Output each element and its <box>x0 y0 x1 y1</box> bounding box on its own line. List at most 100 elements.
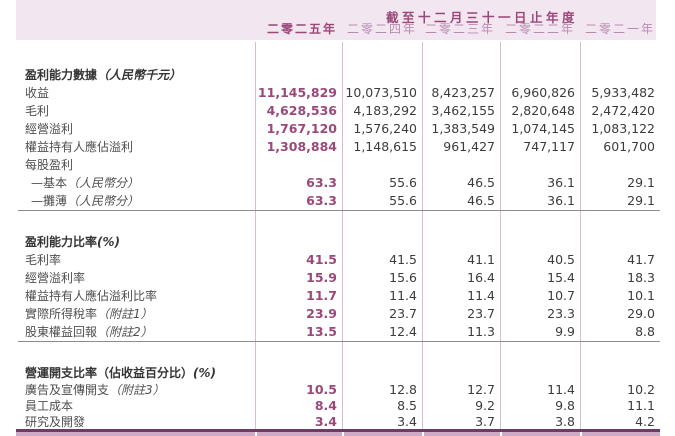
row-label-text: 每股盈利 <box>25 158 74 172</box>
section-divider-line <box>18 341 660 342</box>
table-header-band <box>16 0 656 40</box>
cell-value: 23.3 <box>547 306 575 321</box>
cell-value: 1,148,615 <box>353 139 417 154</box>
table-body: 盈利能力數據（人民幣千元） 收益 11,145,829 10,073,510 8,423… <box>18 40 660 430</box>
table-row: 研究及開發 3.4 3.4 3.7 3.8 4.2 <box>18 414 660 430</box>
table-row: 員工成本 8.4 8.5 9.2 9.8 11.1 <box>18 398 660 414</box>
cell-value: 747,117 <box>523 139 575 154</box>
table-row: 收益 11,145,829 10,073,510 8,423,257 6,960,826… <box>18 84 660 102</box>
row-label: 股東權益回報（附註2） <box>18 323 255 341</box>
next-row-highlight-gap <box>500 432 502 436</box>
cell-value: 16.4 <box>467 270 495 285</box>
year-column-header-2022: 二零二二年 <box>504 22 575 36</box>
row-label: 毛利率 <box>18 251 255 269</box>
row-label-note: （人民幣分） <box>67 194 140 208</box>
next-row-highlight-gap <box>342 432 344 436</box>
row-label: 研究及開發 <box>18 414 255 430</box>
row-label: 權益持有人應佔溢利 <box>18 138 255 156</box>
cell-value: 11.4 <box>467 288 495 303</box>
cell-value <box>500 156 580 174</box>
row-label-text: 收益 <box>25 86 50 100</box>
section-title: 盈利能力數據（人民幣千元） <box>18 66 255 84</box>
section-spacer <box>18 342 660 364</box>
section-title-note: （人民幣千元） <box>97 68 182 82</box>
cell-value: 8.8 <box>635 324 655 339</box>
cell-value: 9.2 <box>475 398 495 413</box>
row-label-text: 研究及開發 <box>25 415 86 429</box>
cell-value: 6,960,826 <box>511 85 575 100</box>
cell-value: 41.1 <box>467 252 495 267</box>
cell-value: 29.1 <box>627 193 655 208</box>
cell-value: 2,472,420 <box>591 103 655 118</box>
row-label-text: 經營溢利率 <box>25 271 86 285</box>
cell-value <box>255 156 342 174</box>
row-label-text: 權益持有人應佔溢利比率 <box>25 289 158 303</box>
cell-value: 1,074,145 <box>511 121 575 136</box>
year-column-header-2021: 二零二一年 <box>584 22 655 36</box>
cell-value: 4,183,292 <box>353 103 417 118</box>
next-row-highlight-gap <box>580 432 582 436</box>
cell-value: 55.6 <box>389 193 417 208</box>
cell-value: 3.4 <box>397 414 417 429</box>
cell-value: 46.5 <box>467 175 495 190</box>
table-row: —攤薄（人民幣分） 63.3 55.6 46.5 36.1 29.1 <box>18 192 660 210</box>
row-label-text: 股東權益回報 <box>25 325 98 339</box>
row-label-text: 廣告及宣傳開支 <box>25 383 110 397</box>
next-row-highlight-gap <box>255 432 257 436</box>
cell-value: 2,820,648 <box>511 103 575 118</box>
cell-value: 41.5 <box>389 252 417 267</box>
table-row: 經營溢利率 15.9 15.6 16.4 15.4 18.3 <box>18 269 660 287</box>
row-label-note: （附註1） <box>97 307 153 321</box>
year-header-spacer <box>18 21 255 38</box>
cell-value: 18.3 <box>627 270 655 285</box>
cell-value: 8.5 <box>397 398 417 413</box>
row-label-text: 權益持有人應佔溢利 <box>25 140 134 154</box>
cell-value: 23.7 <box>467 306 495 321</box>
table-row: 廣告及宣傳開支（附註3） 10.5 12.8 12.7 11.4 10.2 <box>18 382 660 398</box>
cell-value: 12.7 <box>467 382 495 397</box>
row-label: 收益 <box>18 84 255 102</box>
cell-value: 11.1 <box>627 398 655 413</box>
cell-value: 12.4 <box>389 324 417 339</box>
cell-value: 9.9 <box>555 324 575 339</box>
cell-value: 11.4 <box>547 382 575 397</box>
cell-value: 36.1 <box>547 193 575 208</box>
cell-value: 29.0 <box>627 306 655 321</box>
row-label: 每股盈利 <box>18 156 255 174</box>
section-spacer <box>18 211 660 233</box>
cell-value <box>580 156 660 174</box>
table-row: 經營溢利 1,767,120 1,576,240 1,383,549 1,074,145… <box>18 120 660 138</box>
cell-value: 10.2 <box>627 382 655 397</box>
section-title: 營運開支比率（佔收益百分比）(%) <box>18 364 255 382</box>
table-row: 毛利 4,628,536 4,183,292 3,462,155 2,820,648 2,… <box>18 102 660 120</box>
cell-value: 11.3 <box>467 324 495 339</box>
year-headers-row: 二零二五年 二零二四年 二零二三年 二零二二年 二零二一年 <box>18 21 660 38</box>
cell-value: 10.7 <box>547 288 575 303</box>
cell-value: 1,308,884 <box>266 139 337 154</box>
cell-value: 8,423,257 <box>431 85 495 100</box>
row-label-note: （人民幣分） <box>67 176 140 190</box>
section-title-text: 盈利能力數據 <box>25 68 98 82</box>
next-row-highlight-gap <box>422 432 424 436</box>
cell-value: 11,145,829 <box>257 85 337 100</box>
row-label: 員工成本 <box>18 398 255 414</box>
section-title-note: (%) <box>97 235 121 249</box>
row-label: 經營溢利率 <box>18 269 255 287</box>
section-title-text: 營運開支比率（佔收益百分比） <box>25 366 194 380</box>
cell-value: 29.1 <box>627 175 655 190</box>
cell-value: 1,083,122 <box>591 121 655 136</box>
period-title: 截至十二月三十一日止年度 <box>386 10 579 25</box>
year-column-header-2024: 二零二四年 <box>346 22 417 36</box>
table-row: 權益持有人應佔溢利比率 11.7 11.4 11.4 10.7 10.1 <box>18 287 660 305</box>
row-label-text: 經營溢利 <box>25 122 74 136</box>
cell-value: 1,383,549 <box>431 121 495 136</box>
table-row: —基本（人民幣分） 63.3 55.6 46.5 36.1 29.1 <box>18 174 660 192</box>
cell-value: 4.2 <box>635 414 655 429</box>
row-label-text: 毛利率 <box>25 253 62 267</box>
cell-value <box>422 156 500 174</box>
cell-value: 11.4 <box>389 288 417 303</box>
cell-value: 3.7 <box>475 414 495 429</box>
next-row-highlight <box>16 432 660 436</box>
column-divider-line <box>342 42 343 429</box>
